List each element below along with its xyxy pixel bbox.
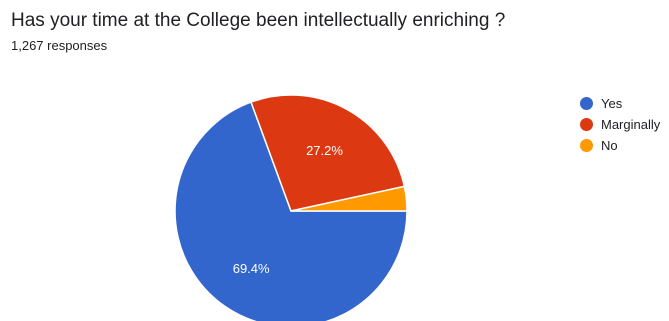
pie-slices (174, 94, 408, 321)
data-label-yes: 69.4% (233, 261, 270, 276)
question-title: Has your time at the College been intell… (11, 10, 506, 31)
legend-label-no: No (601, 138, 618, 153)
legend-item-no[interactable]: No (580, 135, 660, 156)
pie-data-labels: 69.4% 27.2% (233, 143, 344, 276)
response-count: 1,267 responses (11, 38, 108, 53)
pie-slice-marginally[interactable] (250, 94, 406, 212)
legend-swatch-no (580, 139, 593, 152)
legend-item-marginally[interactable]: Marginally (580, 114, 660, 135)
chart-legend: Yes Marginally No (580, 93, 660, 156)
legend-swatch-yes (580, 97, 593, 110)
data-label-marginally: 27.2% (306, 143, 343, 158)
legend-label-marginally: Marginally (601, 117, 661, 132)
pie-slice-no[interactable] (290, 185, 408, 212)
legend-label-yes: Yes (601, 96, 623, 111)
legend-item-yes[interactable]: Yes (580, 93, 660, 114)
legend-swatch-marginally (580, 118, 593, 131)
